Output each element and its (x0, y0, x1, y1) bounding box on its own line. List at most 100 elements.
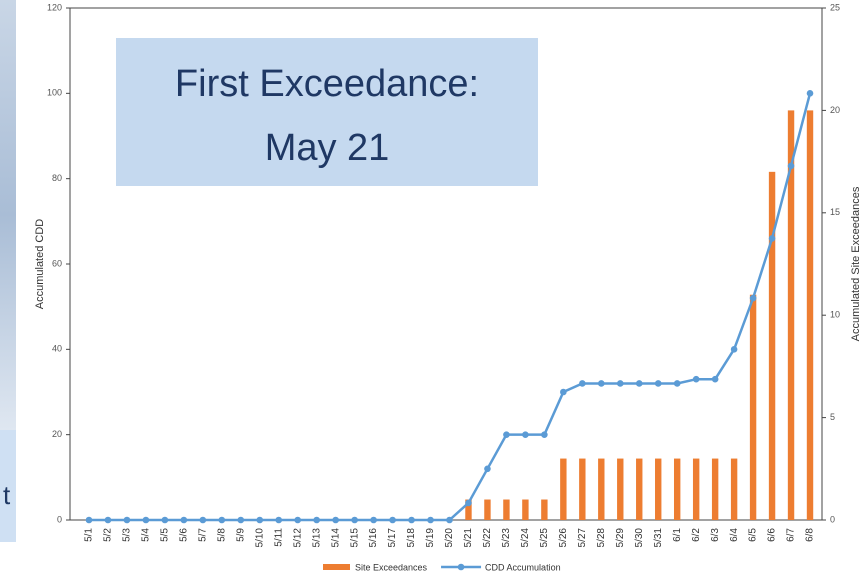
x-tick-label: 5/11 (273, 528, 284, 547)
line-marker (85, 516, 93, 524)
y2-tick-label: 20 (830, 105, 840, 115)
y-tick-label: 20 (52, 429, 62, 439)
line-marker (711, 375, 719, 383)
x-tick-label: 5/17 (387, 528, 398, 548)
bar (541, 499, 548, 520)
x-tick-label: 6/5 (748, 528, 759, 542)
y2-tick-label: 5 (830, 412, 835, 422)
line-marker (597, 380, 605, 387)
x-tick-label: 5/2 (103, 528, 114, 542)
line-marker (787, 162, 795, 170)
legend-marker (457, 563, 465, 571)
side-panel (0, 430, 16, 542)
bar (598, 458, 605, 520)
line-marker (446, 516, 453, 524)
line-marker (541, 431, 548, 438)
x-tick-label: 5/27 (577, 528, 588, 548)
y2-tick-label: 0 (830, 514, 835, 524)
annotation-text: First Exceedance: (175, 63, 479, 105)
bar (522, 499, 529, 520)
x-tick-label: 5/5 (160, 528, 171, 542)
bar (579, 458, 586, 520)
bar (617, 458, 624, 520)
line-marker (313, 516, 320, 524)
y-axis-label: Accumulated CDD (34, 219, 46, 310)
x-tick-label: 5/18 (406, 528, 417, 548)
line-marker (161, 516, 169, 524)
bar (465, 499, 472, 520)
bar (636, 458, 643, 520)
bar (749, 294, 757, 520)
bar (655, 458, 662, 520)
x-tick-label: 5/4 (141, 528, 152, 542)
x-tick-label: 5/3 (122, 528, 133, 542)
line-marker (218, 516, 226, 524)
bar (806, 110, 814, 521)
annotation-box (116, 38, 538, 186)
line-marker (673, 380, 681, 387)
line-marker (522, 431, 529, 438)
y2-tick-label: 25 (830, 2, 840, 12)
bar (503, 499, 510, 520)
line-marker (749, 294, 757, 302)
x-tick-label: 5/8 (216, 528, 227, 542)
line-marker (123, 516, 131, 524)
line-marker (104, 516, 112, 524)
x-tick-label: 5/13 (311, 528, 322, 548)
line-marker (294, 516, 302, 524)
line-marker (427, 516, 434, 524)
y2-axis-label: Accumulated Site Exceedances (850, 186, 862, 341)
y-tick-label: 120 (47, 2, 62, 12)
x-tick-label: 5/21 (463, 528, 474, 548)
line-marker (256, 516, 264, 524)
line-marker (484, 465, 491, 473)
line-marker (616, 380, 624, 387)
x-tick-label: 5/22 (482, 528, 493, 548)
line-marker (503, 431, 510, 438)
x-tick-label: 6/3 (710, 528, 721, 542)
bar (730, 458, 738, 520)
line-marker (351, 516, 358, 524)
line-marker (199, 516, 207, 524)
x-tick-label: 5/31 (653, 528, 664, 548)
x-tick-label: 5/20 (444, 528, 455, 548)
line-marker (408, 516, 415, 524)
line-marker (730, 346, 738, 353)
line-marker (180, 516, 188, 524)
x-tick-label: 6/8 (805, 528, 816, 542)
x-tick-label: 5/14 (330, 528, 341, 548)
x-tick-label: 5/24 (520, 528, 531, 548)
x-tick-label: 5/6 (178, 528, 189, 542)
y-tick-label: 40 (52, 344, 62, 354)
y-tick-label: 60 (52, 258, 62, 268)
y-tick-label: 0 (57, 514, 62, 524)
x-tick-label: 5/12 (292, 528, 303, 548)
line-marker (768, 235, 776, 242)
x-tick-label: 5/15 (349, 528, 360, 548)
side-text: t (3, 480, 11, 510)
x-tick-label: 5/7 (197, 528, 208, 542)
bar (484, 499, 491, 520)
line-marker (465, 499, 472, 507)
x-tick-label: 5/26 (558, 528, 569, 548)
y-tick-label: 100 (47, 88, 62, 98)
line-marker (389, 516, 396, 524)
line-marker (560, 388, 567, 396)
line-marker (370, 516, 377, 524)
x-tick-label: 5/23 (501, 528, 512, 548)
x-tick-label: 5/9 (235, 528, 246, 542)
x-tick-label: 5/30 (634, 528, 645, 548)
bar (692, 458, 700, 520)
bar (787, 110, 795, 521)
x-tick-label: 5/10 (254, 528, 265, 548)
line-marker (579, 380, 586, 387)
bar (768, 171, 776, 520)
line-marker (332, 516, 339, 524)
side-image (0, 0, 16, 430)
line-marker (635, 380, 643, 387)
x-tick-label: 6/7 (786, 528, 797, 542)
annotation-text: May 21 (265, 127, 390, 169)
x-tick-label: 5/25 (539, 528, 550, 548)
x-tick-label: 5/1 (84, 528, 95, 542)
